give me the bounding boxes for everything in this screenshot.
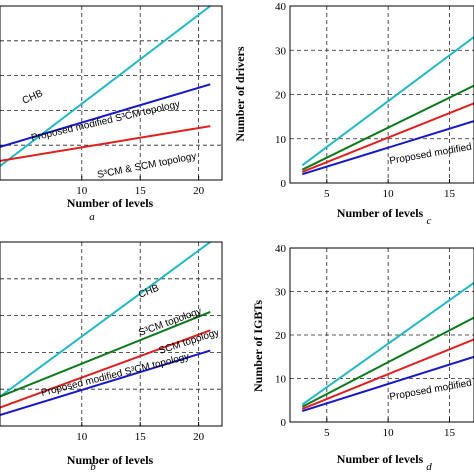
x-tick-label: 10	[76, 431, 88, 443]
series-line-d-2	[301, 338, 474, 410]
series-annotation: Proposed modified S³CM topology	[40, 351, 190, 399]
x-tick-label: 15	[444, 188, 456, 200]
subfigure-label: b	[90, 461, 96, 473]
x-tick-label: 10	[76, 185, 88, 197]
series-line-b-2	[0, 329, 211, 409]
x-tick-label: 5	[324, 427, 330, 439]
series-annotation: CHB	[21, 88, 45, 107]
series-line-d-0	[301, 281, 474, 406]
grid-d	[290, 248, 474, 422]
x-axis-label: Number of levels	[337, 452, 424, 466]
series-line-c-3	[302, 120, 474, 176]
x-tick-label: 15	[444, 427, 456, 439]
x-tick-label: 10	[383, 427, 395, 439]
grid-b	[0, 242, 222, 426]
y-tick-label: 10	[275, 374, 287, 386]
chart-panel-c: 5 10 15 0 10 20 30 40 Number of levels Number of …	[233, 1, 474, 227]
x-tick-label: 15	[135, 431, 147, 443]
series-line-b-0	[0, 242, 211, 398]
subfigure-label: c	[427, 215, 432, 227]
y-tick-label: 40	[275, 1, 287, 13]
grid-a	[0, 6, 222, 180]
x-axis-label: Number of levels	[67, 453, 154, 467]
series-line-b-1	[0, 310, 211, 398]
x-tick-label: 20	[193, 431, 205, 443]
plot-frame-b	[0, 241, 223, 427]
y-tick-label: 0	[281, 178, 287, 190]
series-annotation: Proposed modified S³CM topology	[30, 99, 181, 144]
x-axis-label: Number of levels	[337, 206, 424, 220]
series-line-c-1	[301, 84, 474, 171]
chart-panel-d: 5 10 15 0 10 20 30 40 Number of levels Number of …	[251, 243, 474, 473]
series-annotation: S³CM & SCM topology	[96, 151, 197, 181]
subfigure-label: d	[426, 461, 432, 473]
series-line-c-0	[301, 36, 474, 167]
y-axis-label: Number of IGBTs	[251, 300, 265, 392]
y-tick-label: 30	[275, 287, 287, 299]
plot-frame-c	[289, 5, 474, 184]
series-line-a-0	[0, 6, 211, 167]
series-line-d-1	[301, 316, 474, 408]
y-tick-label: 40	[275, 243, 287, 255]
grid-c	[290, 6, 474, 183]
y-tick-label: 0	[281, 417, 287, 429]
y-tick-label: 30	[275, 45, 287, 57]
series-line-b-3	[0, 349, 211, 416]
subfigure-label: a	[89, 211, 95, 223]
x-tick-label: 20	[193, 185, 205, 197]
x-tick-label: 10	[383, 188, 395, 200]
x-axis-label: Number of levels	[67, 196, 154, 210]
series-line-a-2	[0, 125, 211, 162]
series-annotation: Proposed modified	[389, 142, 473, 167]
x-tick-label: 15	[135, 185, 147, 197]
x-tick-label: 5	[324, 188, 330, 200]
y-axis-label: Number of drivers	[233, 46, 247, 141]
plot-frame-d	[289, 247, 474, 423]
y-tick-label: 20	[275, 90, 287, 102]
series-line-c-2	[301, 102, 474, 173]
y-tick-label: 20	[275, 330, 287, 342]
series-line-d-3	[301, 355, 474, 413]
plot-frame-a	[0, 5, 223, 181]
series-annotation: Proposed modified	[389, 378, 473, 403]
series-line-a-1	[0, 83, 211, 148]
y-tick-label: 10	[275, 134, 287, 146]
